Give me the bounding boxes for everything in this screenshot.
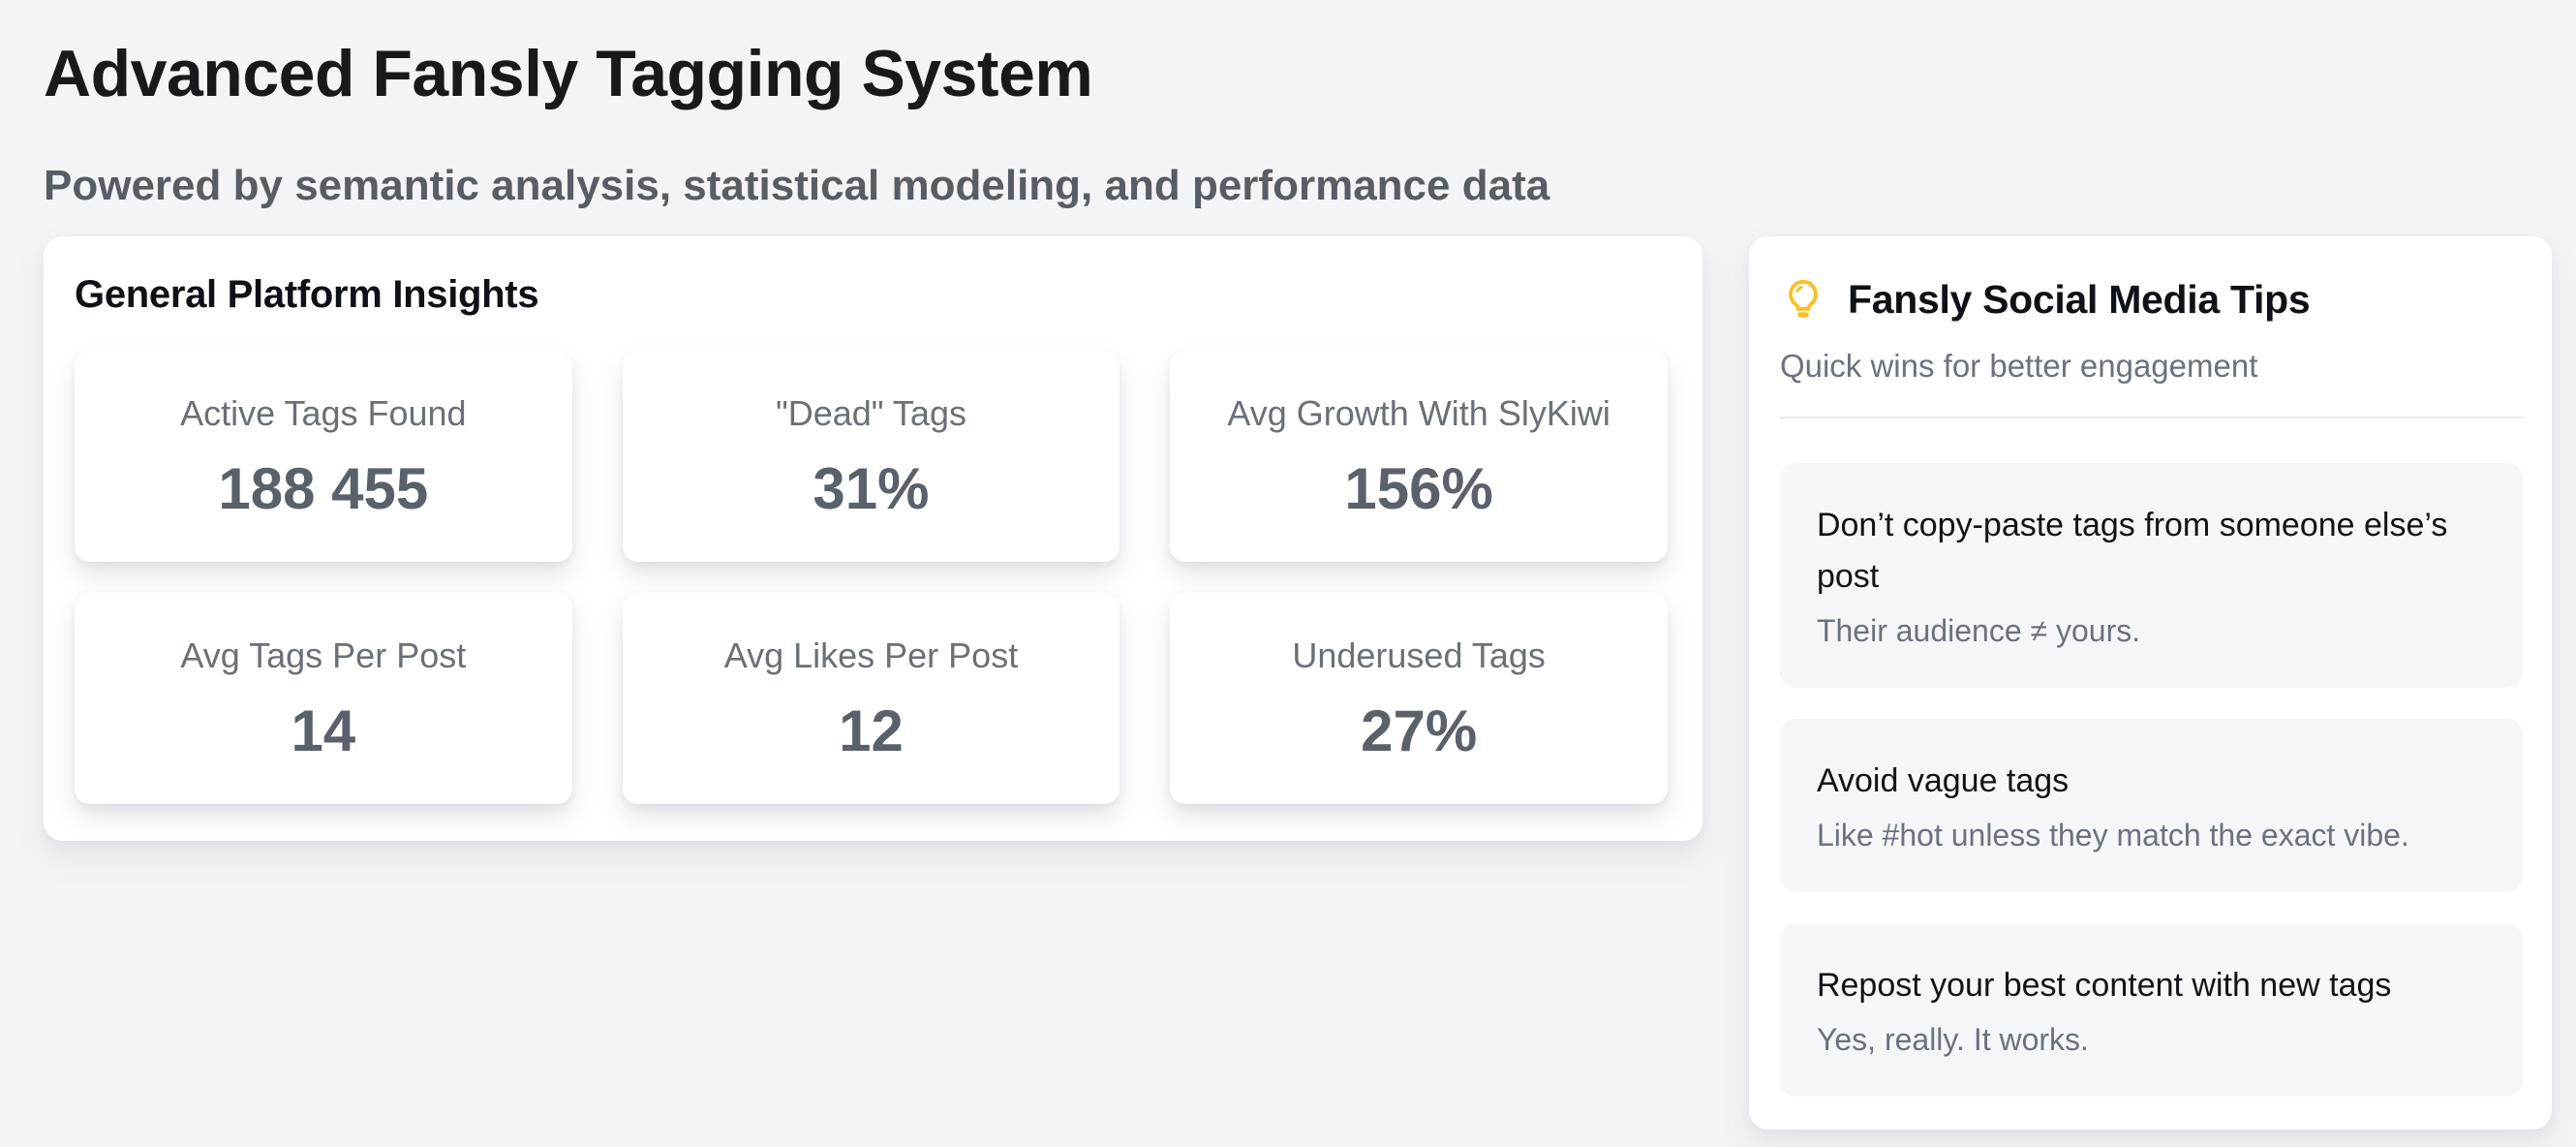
stat-label: Avg Growth With SlyKiwi — [1227, 393, 1610, 433]
tips-subtitle: Quick wins for better engagement — [1779, 348, 2258, 384]
tips-header: Fansly Social Media Tips — [1780, 275, 2523, 324]
tip-card-copy-paste: Don’t copy-paste tags from someone else’… — [1779, 463, 2523, 688]
stat-value: 188 455 — [218, 456, 429, 521]
social-media-tips-panel: Fansly Social Media Tips Quick wins for … — [1748, 236, 2552, 1130]
stat-value: 14 — [291, 698, 356, 763]
stat-card-avg-tags-per-post: Avg Tags Per Post 14 — [75, 593, 572, 804]
stat-label: Active Tags Found — [180, 393, 467, 433]
stat-card-active-tags-found: Active Tags Found 188 455 — [75, 351, 572, 562]
content-row: General Platform Insights Active Tags Fo… — [44, 236, 2552, 1130]
stat-label: "Dead" Tags — [775, 393, 966, 433]
stat-value: 27% — [1361, 698, 1478, 763]
stat-card-dead-tags: "Dead" Tags 31% — [622, 351, 1120, 562]
stat-value: 31% — [813, 456, 930, 521]
tip-card-vague-tags: Avoid vague tags Like #hot unless they m… — [1779, 719, 2523, 892]
stat-value: 156% — [1344, 456, 1493, 521]
stat-label: Avg Tags Per Post — [180, 636, 467, 675]
stat-card-avg-growth: Avg Growth With SlyKiwi 156% — [1170, 351, 1668, 562]
tip-title: Avoid vague tags — [1816, 762, 2070, 799]
tip-description: Their audience ≠ yours. — [1816, 613, 2141, 648]
stat-value: 12 — [839, 698, 904, 763]
tip-description: Yes, really. It works. — [1816, 1022, 2089, 1057]
tip-description: Like #hot unless they match the exact vi… — [1816, 818, 2409, 852]
tip-title: Repost your best content with new tags — [1816, 967, 2392, 1004]
stat-label: Avg Likes Per Post — [723, 636, 1019, 675]
page-subtitle: Powered by semantic analysis, statistica… — [44, 162, 1550, 209]
stat-card-avg-likes-per-post: Avg Likes Per Post 12 — [622, 593, 1120, 804]
tips-title: Fansly Social Media Tips — [1847, 277, 2311, 322]
tip-card-repost: Repost your best content with new tags Y… — [1779, 923, 2523, 1097]
stat-label: Underused Tags — [1292, 636, 1546, 675]
page-title: Advanced Fansly Tagging System — [44, 37, 1093, 110]
tip-title: Don’t copy-paste tags from someone else’… — [1816, 507, 2448, 595]
tips-list: Don’t copy-paste tags from someone else’… — [1779, 463, 2523, 1097]
divider — [1779, 417, 2523, 418]
insights-title: General Platform Insights — [75, 273, 539, 316]
lightbulb-icon — [1780, 276, 1826, 323]
stats-grid: Active Tags Found 188 455 "Dead" Tags 31… — [75, 351, 1668, 804]
general-platform-insights-panel: General Platform Insights Active Tags Fo… — [44, 236, 1702, 841]
stat-card-underused-tags: Underused Tags 27% — [1170, 593, 1668, 804]
